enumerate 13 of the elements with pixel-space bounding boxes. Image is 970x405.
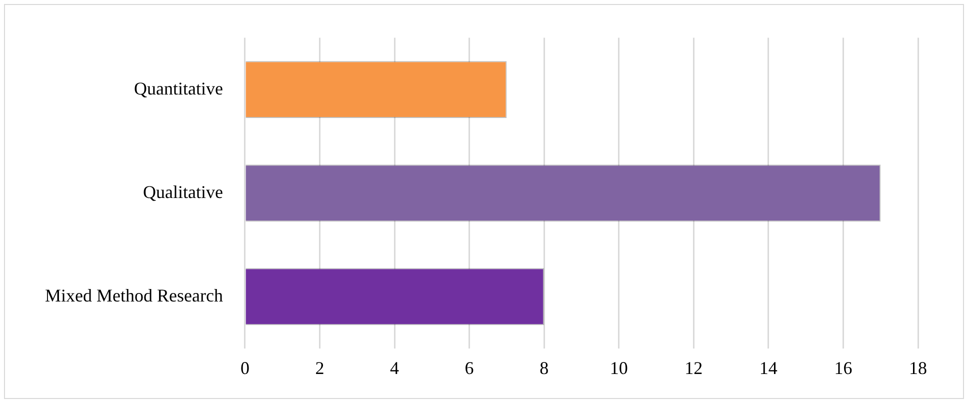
x-tick-label: 16 bbox=[834, 358, 852, 378]
x-tick-label: 2 bbox=[315, 358, 324, 378]
x-tick-label: 12 bbox=[684, 358, 703, 378]
x-tick-label: 18 bbox=[909, 358, 927, 378]
y-tick-label: Quantitative bbox=[134, 78, 223, 98]
y-tick-label: Qualitative bbox=[142, 182, 223, 202]
y-tick-label: Mixed Method Research bbox=[45, 285, 223, 306]
x-tick-label: 14 bbox=[759, 358, 778, 378]
x-tick-label: 6 bbox=[464, 358, 474, 378]
x-tick-label: 4 bbox=[390, 358, 400, 378]
x-tick-label: 8 bbox=[540, 358, 549, 378]
x-tick-label: 10 bbox=[610, 358, 628, 378]
x-tick-label: 0 bbox=[240, 358, 250, 378]
